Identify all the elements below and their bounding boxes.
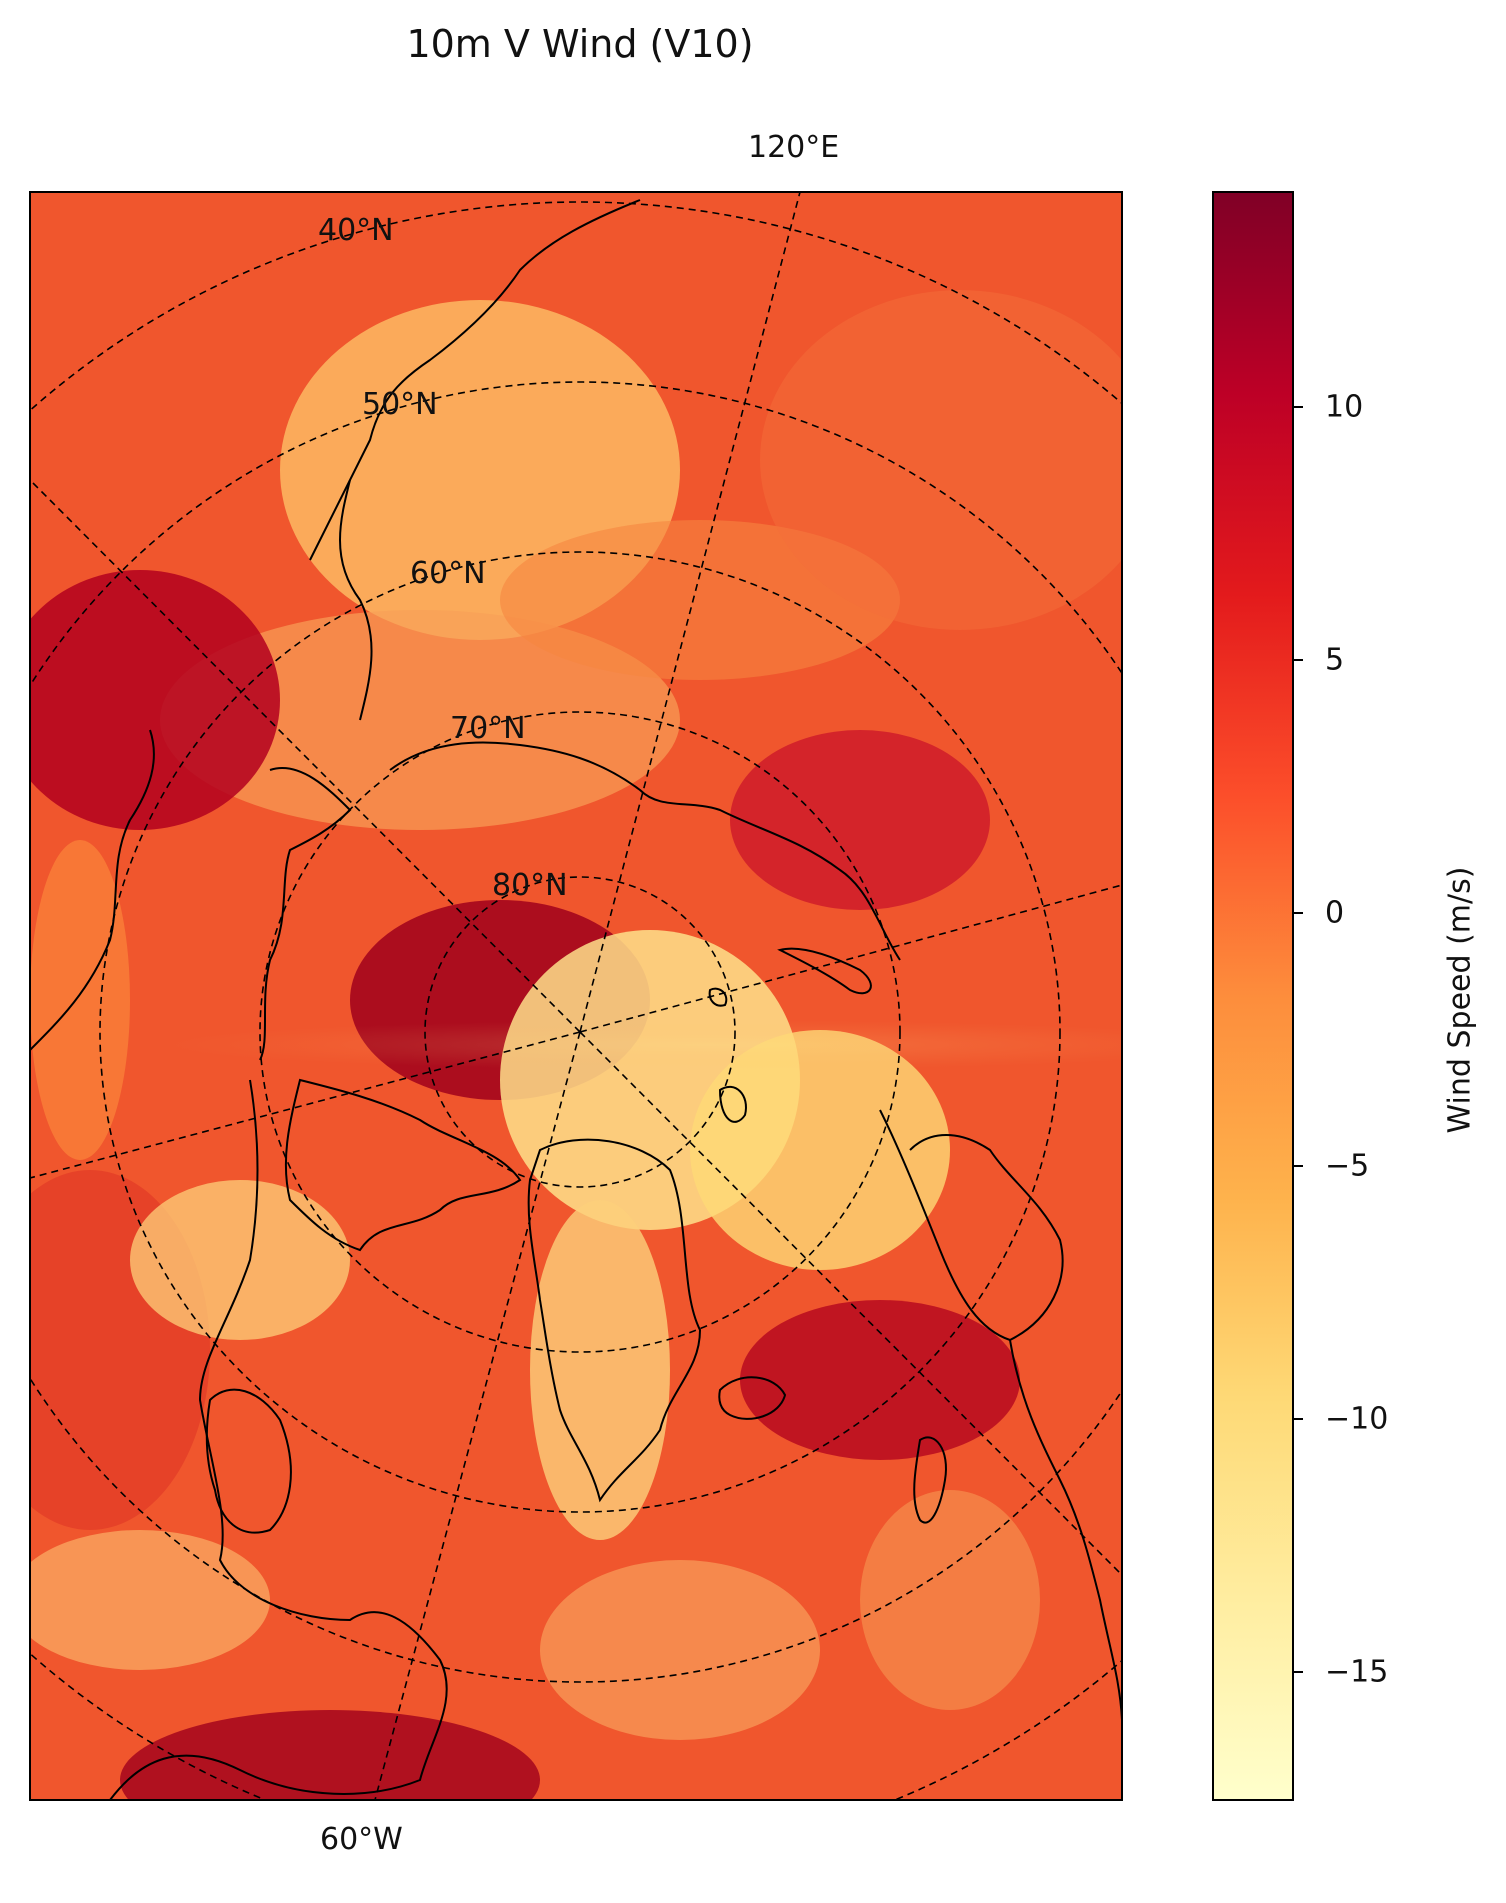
meridian-w [30,1031,581,1179]
coastline-kamchatka [339,479,373,721]
colorbar-tick-0: 0 [1325,895,1345,931]
coastline-alaska [259,767,352,1061]
label-60w: 60°W [320,1822,403,1857]
coastline-greenland [527,1138,702,1503]
parallel-70n [259,711,901,1353]
colorbar-tick-minus15: −15 [1325,1654,1389,1690]
graticule [30,192,1122,1800]
coastline-scandinavia [879,1109,1064,1342]
coastline-hudson-bay [205,1388,292,1534]
colorbar-frame [1212,191,1294,1801]
meridian-60w [374,1031,581,1800]
coastline-iceland [718,1376,787,1420]
parallel-60n [99,551,1061,1513]
colorbar-title: Wind Speed (m/s) [1442,866,1478,1134]
meridian-120e [579,192,801,1033]
colorbar [1213,192,1293,1800]
colorbar-tick-10: 10 [1325,389,1364,425]
label-60n: 60°N [410,556,486,591]
meridian-ne [30,479,581,1033]
coastline-franz-josef [708,987,728,1007]
coastline-canadian-archipelago [284,1078,522,1252]
coastline-novaya-zemlya [777,947,872,995]
coastline-north-america [109,1079,448,1800]
map-frame [29,191,1123,1801]
coastline-siberia [389,741,901,961]
label-80n: 80°N [492,868,568,903]
colorbar-tick-minus10: −10 [1325,1401,1389,1437]
label-40n: 40°N [318,213,394,248]
parallel-80n [424,876,736,1188]
meridian-sw [579,1031,1122,1576]
coastline-svalbard [718,1085,747,1123]
parallel-50n [30,381,1122,1683]
map-title: 10m V Wind (V10) [406,22,754,66]
coastline-britain [913,1436,947,1524]
coastline-west-coast [30,729,155,1051]
wind-field [30,192,1122,1800]
colorbar-ticks [1293,406,1303,1673]
label-120e: 120°E [748,130,840,165]
coastlines [30,199,1122,1800]
label-70n: 70°N [450,711,526,746]
label-50n: 50°N [362,387,438,422]
colorbar-tick-minus5: −5 [1325,1148,1370,1184]
colorbar-tick-5: 5 [1325,642,1345,678]
meridian-e [579,884,1122,1033]
coastline-east-asia [309,199,641,561]
